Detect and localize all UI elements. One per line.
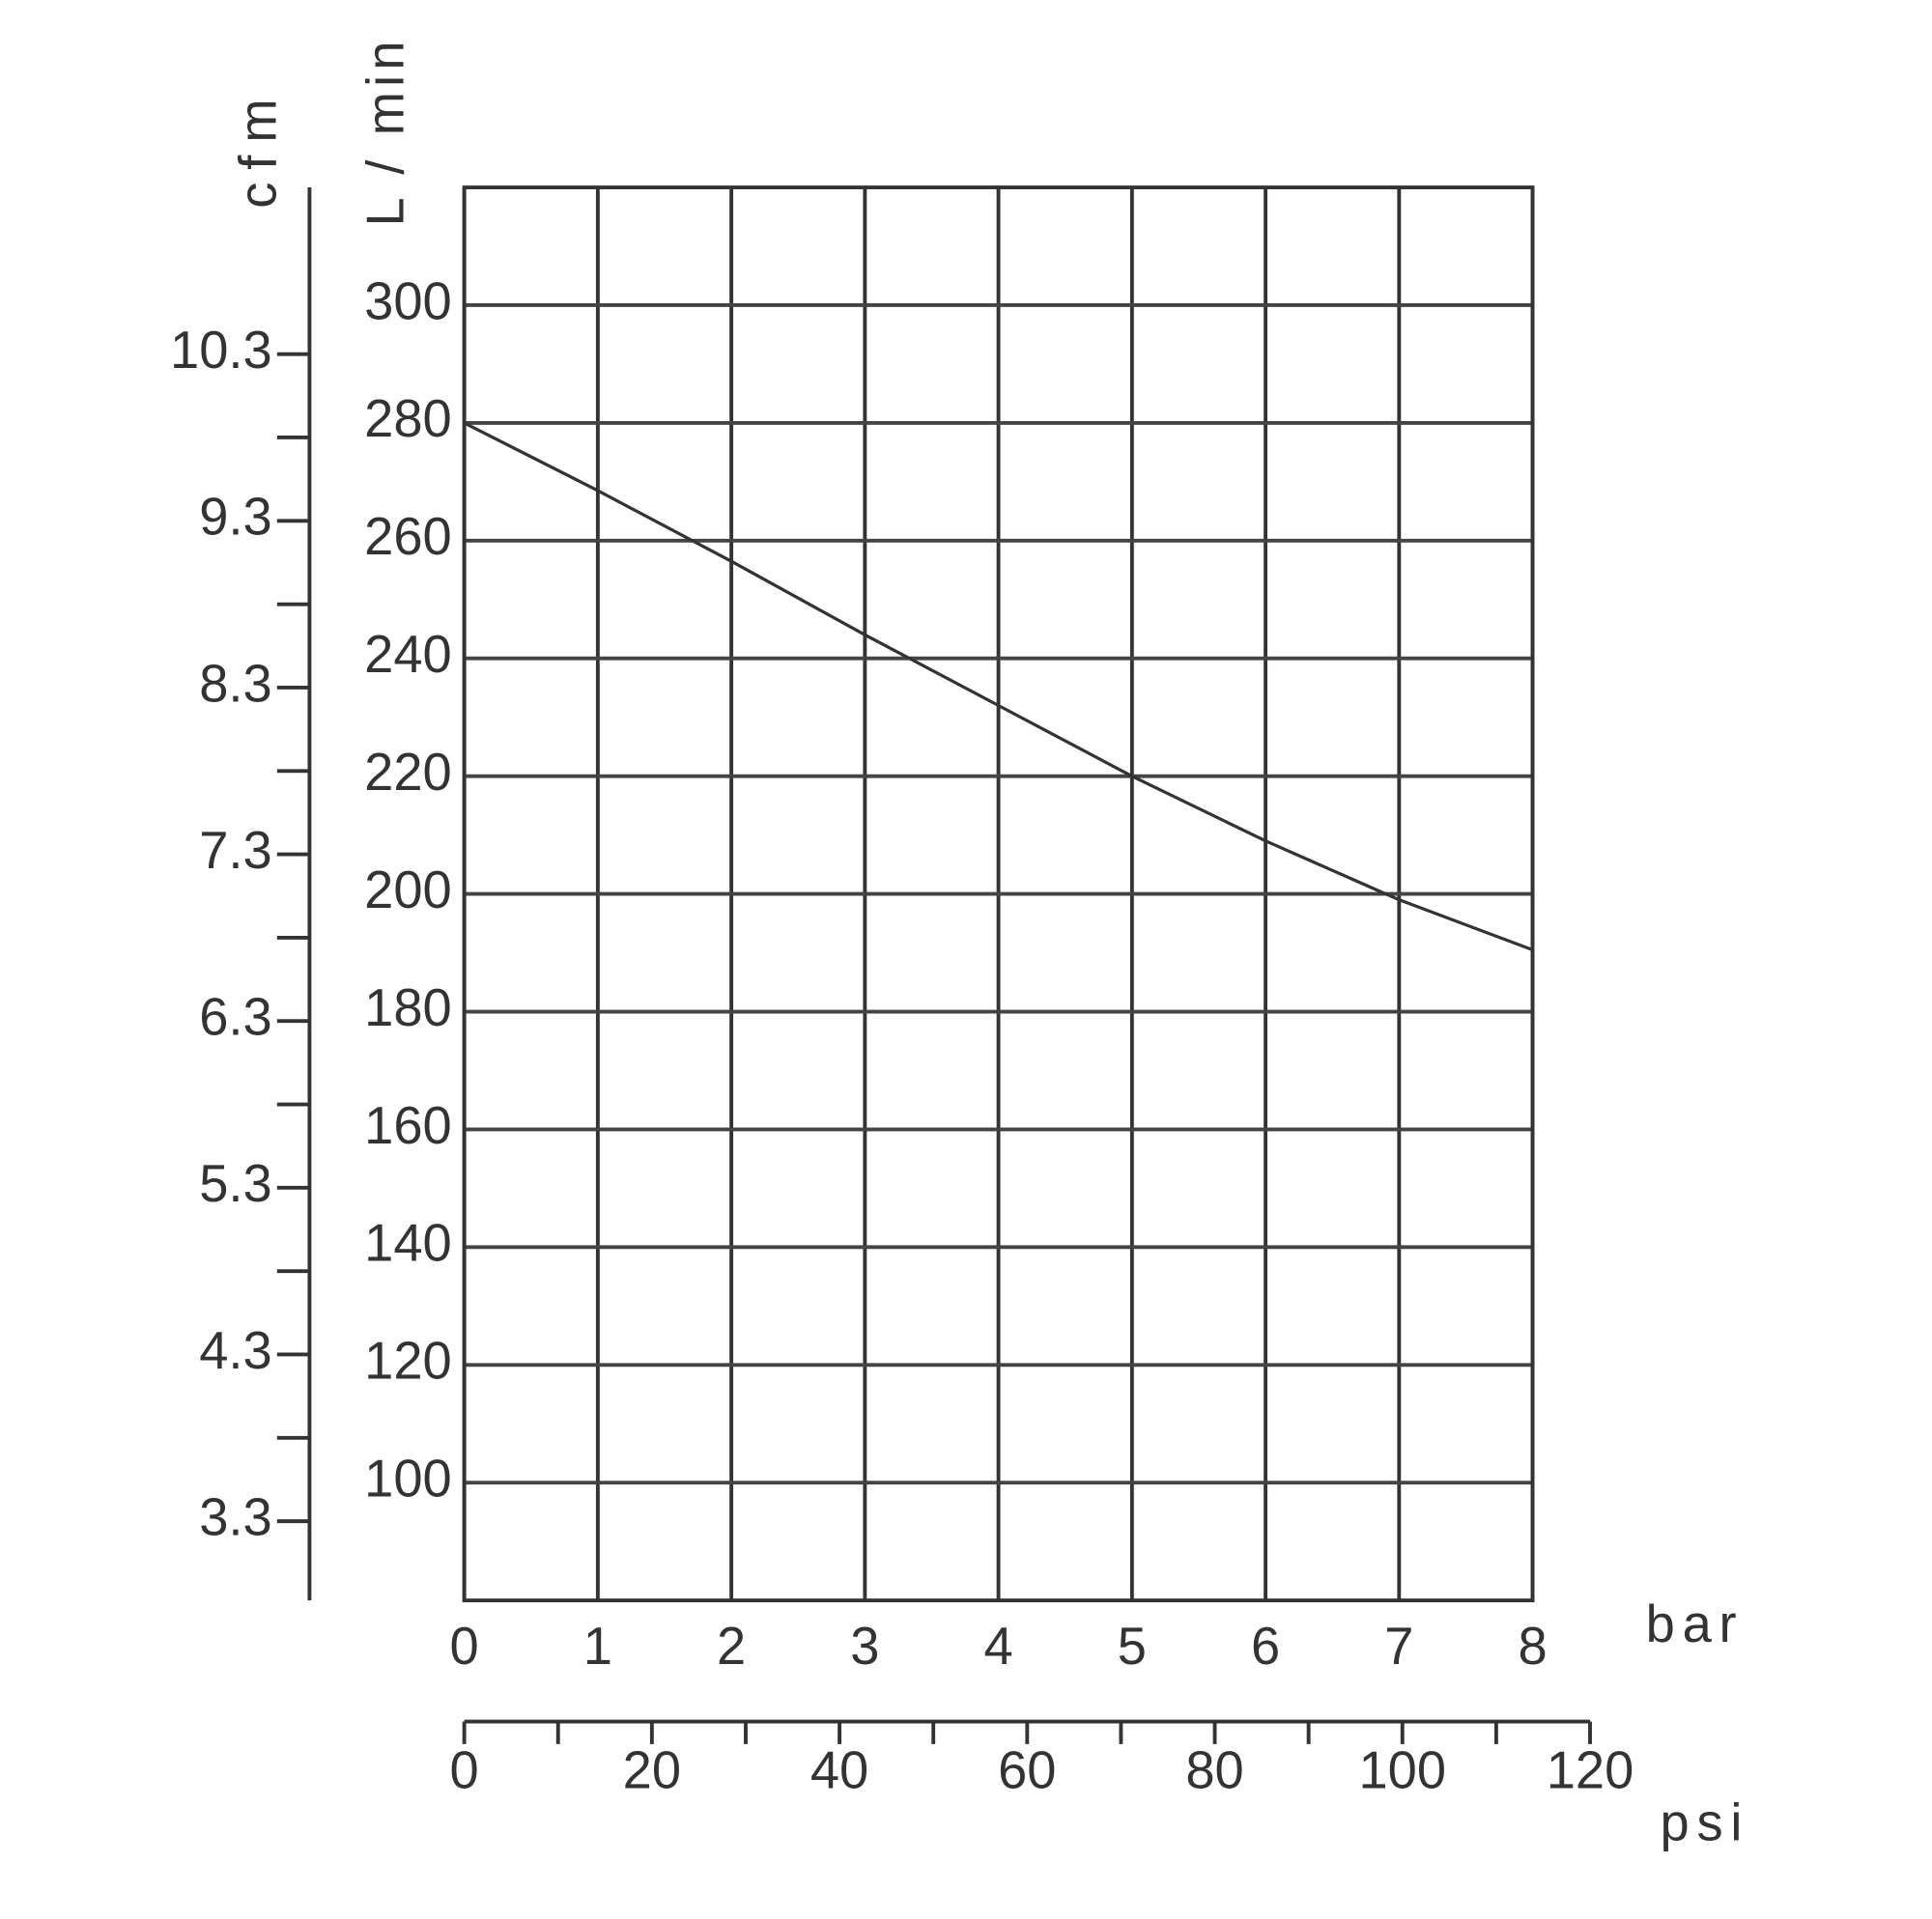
x-tick-label: 2 — [717, 1617, 746, 1676]
x2-tick-label: 0 — [450, 1740, 479, 1799]
y2-tick-label: 4.3 — [199, 1321, 271, 1380]
x-axis-label: bar — [1646, 1594, 1745, 1653]
y2-axis-label: cfm — [229, 86, 288, 208]
x-tick-label: 0 — [450, 1617, 479, 1676]
y-tick-label: 260 — [364, 507, 452, 566]
y-axis-label: L / min — [355, 36, 414, 226]
x2-tick-label: 120 — [1547, 1740, 1634, 1799]
y-tick-label: 200 — [364, 861, 452, 919]
x-tick-label: 7 — [1384, 1617, 1413, 1676]
x2-tick-label: 20 — [623, 1740, 681, 1799]
y2-tick-label: 6.3 — [199, 988, 271, 1047]
y2-tick-label: 3.3 — [199, 1487, 271, 1546]
x-tick-label: 1 — [583, 1617, 612, 1676]
x2-tick-label: 60 — [998, 1740, 1056, 1799]
y-tick-label: 300 — [364, 271, 452, 330]
y-tick-label: 220 — [364, 743, 452, 802]
y-tick-label: 240 — [364, 625, 452, 684]
y2-tick-label: 5.3 — [199, 1154, 271, 1213]
y-tick-label: 180 — [364, 978, 452, 1037]
x-tick-label: 5 — [1118, 1617, 1147, 1676]
y-tick-label: 160 — [364, 1096, 452, 1155]
x2-axis-label: psi — [1661, 1793, 1750, 1852]
y2-tick-label: 7.3 — [199, 821, 271, 880]
x-tick-label: 8 — [1518, 1617, 1547, 1676]
x-tick-label: 3 — [850, 1617, 879, 1676]
y2-tick-label: 10.3 — [170, 321, 272, 380]
x-tick-label: 6 — [1251, 1617, 1280, 1676]
y-tick-label: 140 — [364, 1214, 452, 1273]
y-tick-label: 120 — [364, 1332, 452, 1391]
y2-tick-label: 8.3 — [199, 654, 271, 713]
x2-tick-label: 100 — [1359, 1740, 1447, 1799]
x2-tick-label: 80 — [1185, 1740, 1243, 1799]
y2-tick-label: 9.3 — [199, 488, 271, 547]
x-tick-label: 4 — [983, 1617, 1012, 1676]
line-series — [463, 421, 1534, 952]
y-tick-label: 280 — [364, 389, 452, 448]
plot-frame — [462, 185, 1535, 1603]
y-tick-label: 100 — [364, 1450, 452, 1509]
x2-tick-label: 40 — [810, 1740, 868, 1799]
